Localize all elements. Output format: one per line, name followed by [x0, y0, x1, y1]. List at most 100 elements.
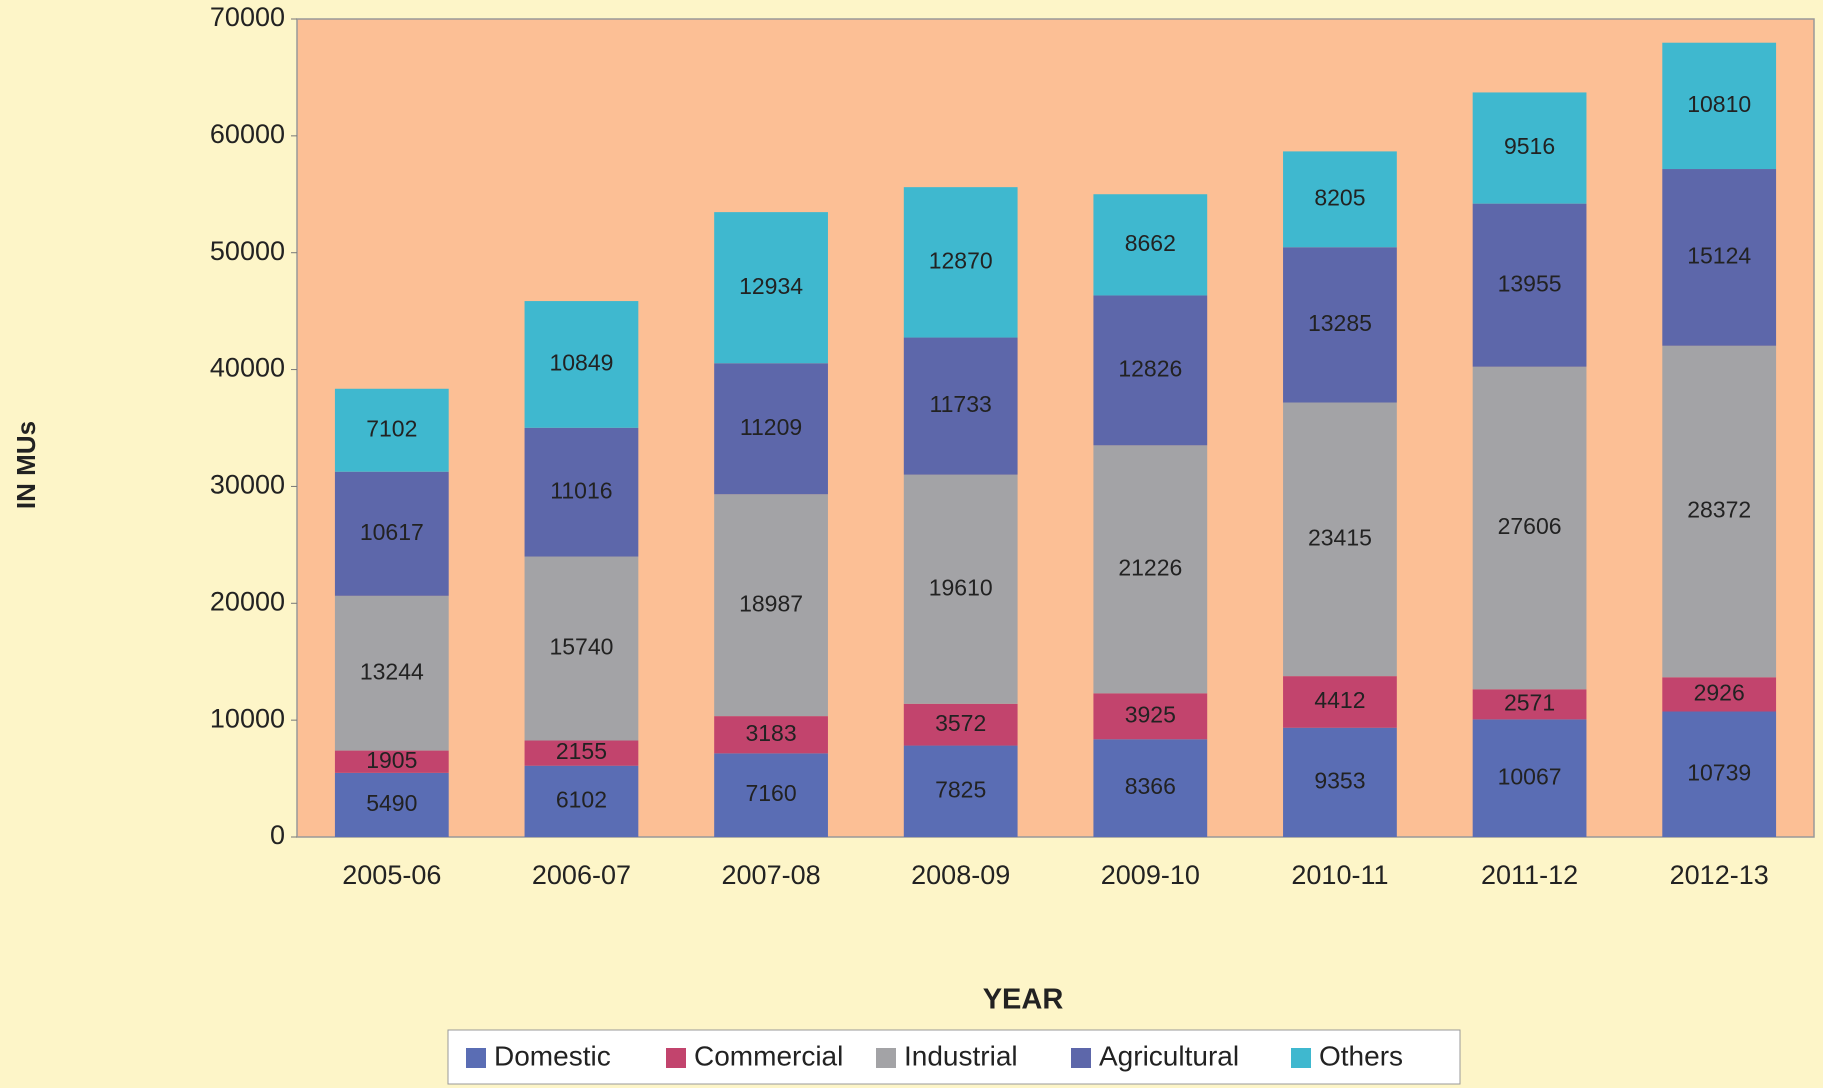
bar-segment [714, 716, 828, 754]
y-tick-label: 50000 [210, 236, 285, 266]
x-tick-label: 2010-11 [1291, 860, 1388, 890]
data-label: 7102 [366, 415, 417, 441]
legend-label: Agricultural [1099, 1040, 1239, 1071]
legend-swatch [876, 1048, 896, 1068]
bar-segment [334, 388, 449, 472]
data-label: 27606 [1498, 513, 1562, 539]
data-label: 3925 [1125, 701, 1176, 727]
data-label: 10849 [549, 350, 613, 376]
data-label: 6102 [556, 786, 607, 812]
data-label: 2155 [556, 738, 607, 764]
bar-segment [1472, 92, 1587, 204]
bar-segment [524, 427, 639, 557]
data-label: 12826 [1118, 355, 1182, 381]
x-tick-label: 2006-07 [532, 860, 631, 890]
data-label: 7825 [935, 776, 986, 802]
data-label: 18987 [739, 590, 803, 616]
bar-segment [334, 772, 449, 837]
bar-segment [1662, 711, 1777, 837]
data-label: 15124 [1687, 242, 1751, 268]
bar-segment [1283, 727, 1397, 837]
bar-segment [1093, 194, 1208, 296]
legend-label: Others [1319, 1040, 1403, 1071]
data-label: 7160 [745, 780, 796, 806]
data-label: 13955 [1498, 270, 1562, 296]
data-label: 10739 [1687, 759, 1751, 785]
data-label: 9516 [1504, 133, 1555, 159]
x-tick-label: 2009-10 [1101, 860, 1200, 890]
data-label: 3572 [935, 710, 986, 736]
bar-segment [903, 745, 1018, 837]
data-label: 2571 [1504, 689, 1555, 715]
data-label: 12934 [739, 273, 803, 299]
data-label: 8366 [1125, 773, 1176, 799]
bar-segment [903, 187, 1018, 338]
bar-segment [1093, 693, 1208, 740]
data-label: 2926 [1694, 679, 1745, 705]
data-label: 13285 [1308, 310, 1372, 336]
x-tick-label: 2011-12 [1481, 860, 1578, 890]
data-label: 1905 [366, 747, 417, 773]
y-tick-label: 30000 [210, 470, 285, 500]
x-tick-label: 2005-06 [342, 860, 441, 890]
bar-segment [334, 750, 449, 773]
legend-label: Domestic [494, 1040, 611, 1071]
bar-segment [524, 765, 639, 837]
bar-segment [903, 474, 1018, 704]
x-tick-label: 2007-08 [722, 860, 821, 890]
y-tick-label: 0 [270, 820, 285, 850]
bar-segment [1093, 445, 1208, 694]
data-label: 10617 [360, 519, 424, 545]
data-label: 9353 [1314, 767, 1365, 793]
data-label: 15740 [549, 634, 613, 660]
bar-segment [524, 556, 639, 741]
y-tick-label: 60000 [210, 119, 285, 149]
y-tick-label: 40000 [210, 353, 285, 383]
bar-segment [1662, 677, 1777, 712]
data-label: 21226 [1118, 554, 1182, 580]
data-label: 19610 [929, 574, 993, 600]
bar-segment [1472, 719, 1587, 837]
bar-segment [714, 753, 828, 837]
x-tick-label: 2008-09 [911, 860, 1010, 890]
bar-segment [334, 595, 449, 751]
bar-segment [714, 494, 828, 717]
x-tick-label: 2012-13 [1670, 860, 1769, 890]
legend-swatch [666, 1048, 686, 1068]
bar-segment [1283, 402, 1397, 677]
y-tick-label: 70000 [210, 2, 285, 32]
bar-segment [1662, 169, 1777, 346]
bar-segment [524, 301, 639, 428]
x-axis-label: YEAR [983, 984, 1064, 1016]
data-label: 11733 [930, 391, 992, 417]
bar-segment [714, 212, 828, 364]
data-label: 8662 [1125, 230, 1176, 256]
data-label: 8205 [1314, 184, 1365, 210]
bar-segment [1283, 676, 1397, 728]
legend-label: Industrial [904, 1040, 1018, 1071]
bar-segment [1662, 42, 1777, 170]
legend-swatch [466, 1048, 486, 1068]
data-label: 23415 [1308, 524, 1372, 550]
data-label: 10810 [1687, 91, 1751, 117]
data-label: 13244 [360, 658, 424, 684]
bar-segment [903, 337, 1018, 475]
legend-swatch [1291, 1048, 1311, 1068]
legend-label: Commercial [694, 1040, 843, 1071]
data-label: 3183 [745, 720, 796, 746]
legend-swatch [1071, 1048, 1091, 1068]
bar-segment [1093, 739, 1208, 837]
bar-segment [714, 363, 828, 495]
bar-segment [1283, 151, 1397, 248]
bar-segment [1283, 247, 1397, 403]
data-label: 12870 [929, 247, 993, 273]
y-tick-label: 10000 [210, 703, 285, 733]
data-label: 10067 [1498, 763, 1562, 789]
bar-segment [1662, 345, 1777, 678]
bar-segment [1472, 203, 1587, 367]
y-tick-label: 20000 [210, 586, 285, 616]
data-label: 5490 [366, 790, 417, 816]
bar-segment [903, 703, 1018, 746]
bar-segment [524, 740, 639, 766]
